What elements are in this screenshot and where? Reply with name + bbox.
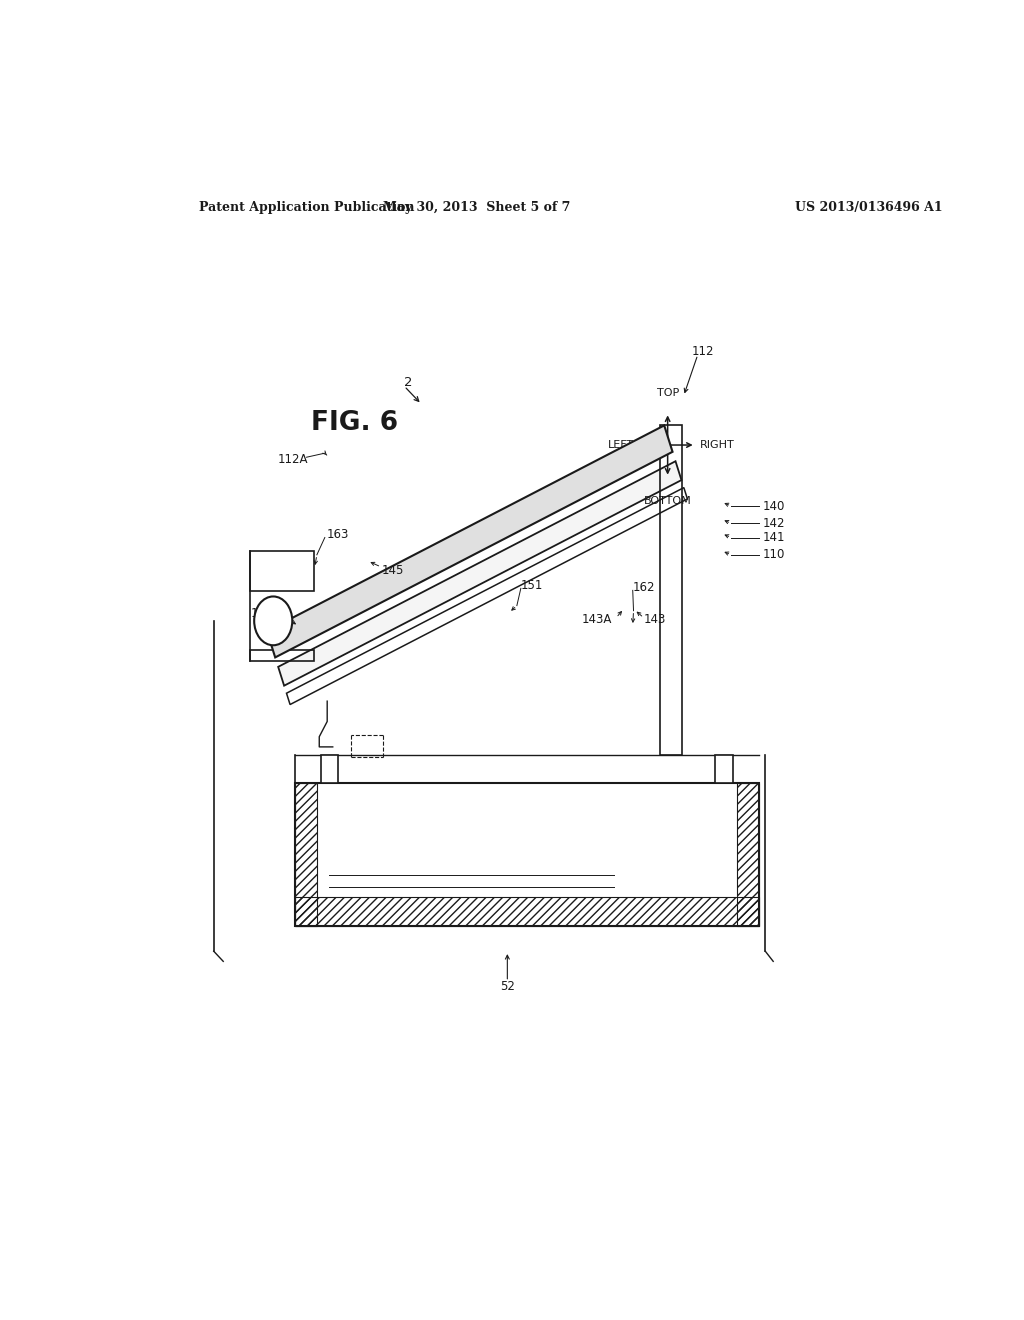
Text: 142: 142 — [763, 517, 785, 529]
Text: 145: 145 — [382, 564, 404, 577]
Text: US 2013/0136496 A1: US 2013/0136496 A1 — [795, 201, 942, 214]
Text: 112A: 112A — [278, 453, 307, 466]
Text: May 30, 2013  Sheet 5 of 7: May 30, 2013 Sheet 5 of 7 — [384, 201, 570, 214]
Text: TOP: TOP — [656, 388, 679, 399]
Polygon shape — [295, 784, 759, 925]
Text: 143: 143 — [644, 614, 667, 627]
Text: 165: 165 — [251, 607, 273, 620]
Circle shape — [254, 597, 292, 645]
Polygon shape — [279, 461, 681, 685]
Text: 162: 162 — [633, 581, 655, 594]
Polygon shape — [267, 425, 673, 657]
Text: 143A: 143A — [582, 614, 612, 627]
Text: 151: 151 — [521, 578, 543, 591]
Polygon shape — [321, 755, 338, 784]
Text: Patent Application Publication: Patent Application Publication — [200, 201, 415, 214]
Text: 140: 140 — [763, 499, 785, 512]
Text: 110: 110 — [763, 548, 785, 561]
Text: LEFT: LEFT — [608, 440, 634, 450]
Text: 141: 141 — [763, 531, 785, 544]
Text: 52: 52 — [500, 981, 515, 993]
Text: 112: 112 — [691, 345, 714, 358]
Text: 163: 163 — [327, 528, 349, 541]
Polygon shape — [715, 755, 733, 784]
Text: FIG. 6: FIG. 6 — [310, 409, 397, 436]
Text: BOTTOM: BOTTOM — [644, 496, 691, 506]
Text: RIGHT: RIGHT — [699, 440, 734, 450]
Text: 2: 2 — [404, 375, 413, 388]
